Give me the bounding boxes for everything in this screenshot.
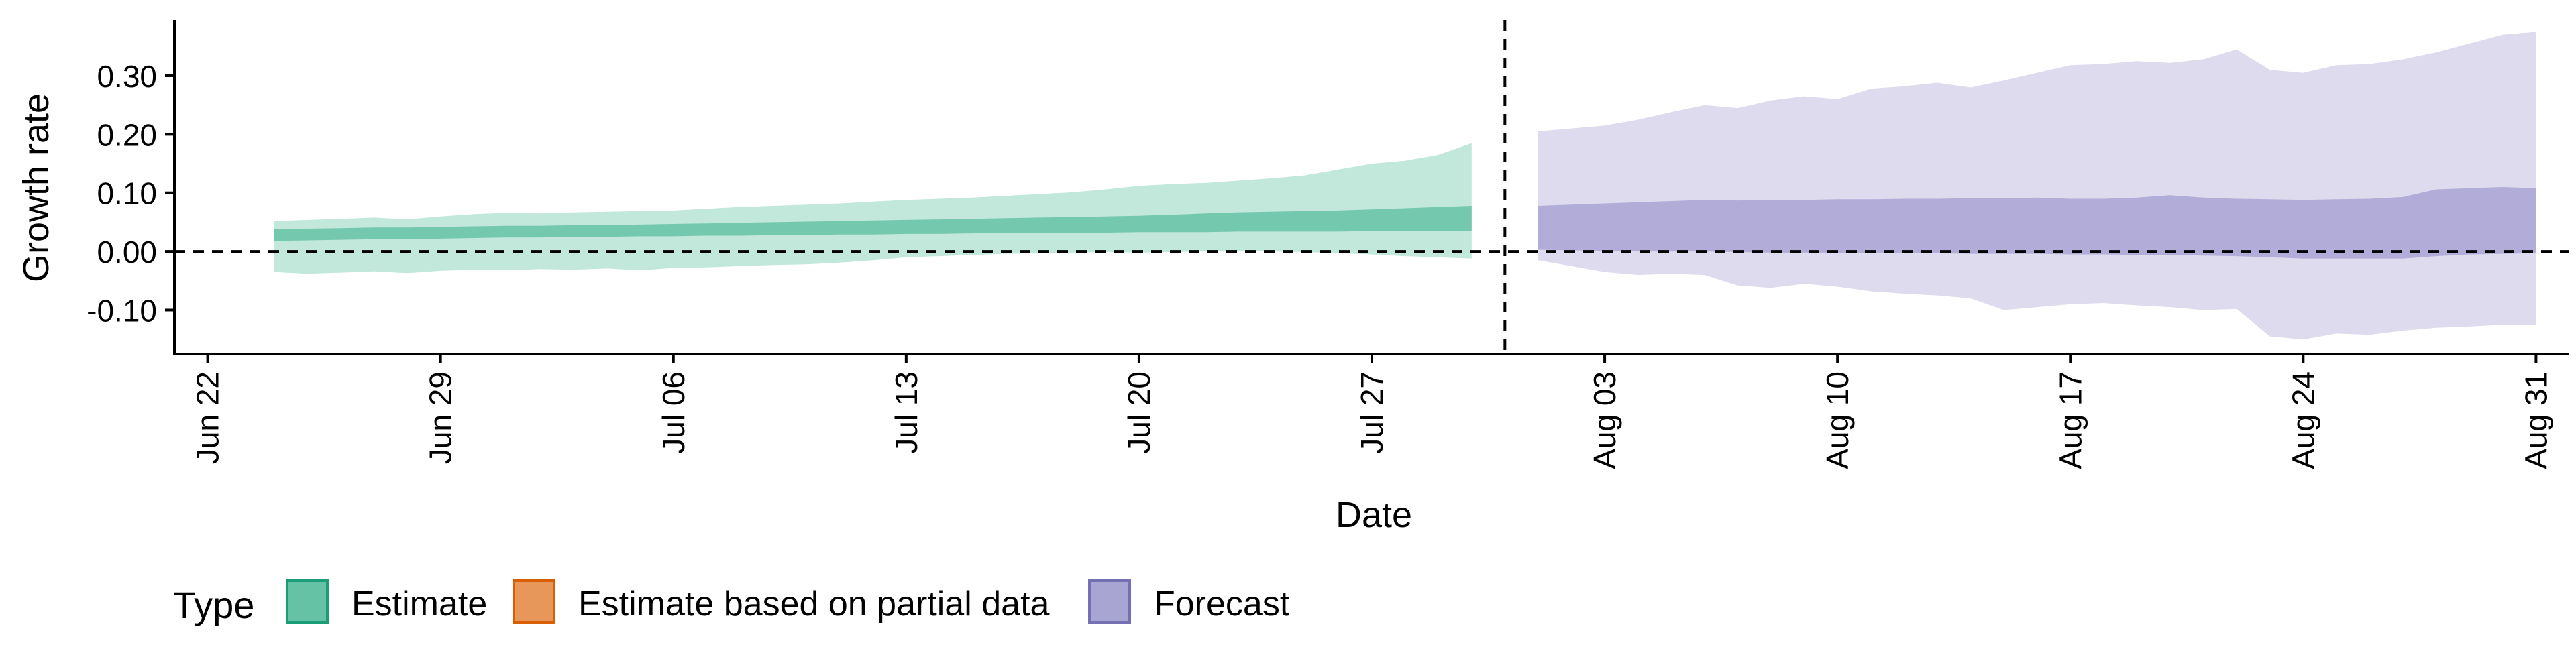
- x-axis-title: Date: [1336, 495, 1412, 535]
- x-tick-label: Aug 24: [2286, 371, 2320, 469]
- legend-swatch-forecast: [1088, 579, 1131, 624]
- legend-swatch-estimate: [286, 579, 329, 624]
- x-tick-label: Aug 10: [1820, 371, 1855, 469]
- x-tick-label: Jul 20: [1122, 371, 1157, 454]
- y-tick-label: 0.10: [97, 176, 157, 211]
- axes-layer: -0.10 0.00 0.10 0.20 0.30 Jun 22 Jun 29 Jul 06 J…: [87, 20, 2569, 469]
- estimate-band-50: [274, 206, 1472, 241]
- estimate-band-90: [274, 143, 1472, 274]
- legend-label-forecast: Forecast: [1154, 585, 1290, 624]
- legend-label-estimate: Estimate: [352, 585, 487, 624]
- legend: Type Estimate Estimate based on partial da…: [173, 579, 1290, 626]
- bands-layer: [274, 32, 2536, 340]
- legend-label-estimate-based-on-partial-data: Estimate based on partial data: [578, 585, 1050, 624]
- x-tick-label: Jun 29: [423, 371, 458, 464]
- y-tick-label: -0.10: [87, 293, 157, 328]
- forecast-band-90: [1538, 32, 2536, 340]
- forecast-band-50: [1538, 187, 2536, 259]
- x-tick-label: Jul 06: [656, 371, 691, 454]
- x-tick-label: Aug 03: [1587, 371, 1622, 469]
- x-tick-label: Aug 17: [2053, 371, 2088, 469]
- y-tick-label: 0.00: [97, 235, 157, 270]
- y-tick-label: 0.30: [97, 59, 157, 94]
- x-tick-label: Jun 22: [191, 371, 225, 464]
- legend-swatch-estimate-based-on-partial-data: [513, 579, 555, 624]
- y-tick-label: 0.20: [97, 117, 157, 152]
- reference-lines-layer: [174, 20, 2569, 354]
- legend-title: Type: [173, 584, 254, 626]
- y-axis-title: Growth rate: [16, 93, 56, 282]
- x-tick-label: Jul 27: [1354, 371, 1389, 454]
- x-tick-label: Jul 13: [889, 371, 924, 454]
- x-tick-label: Aug 31: [2518, 371, 2553, 469]
